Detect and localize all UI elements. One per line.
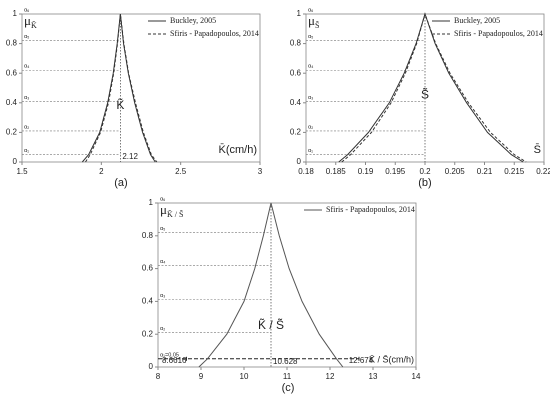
series-line: [198, 202, 344, 368]
y-axis-label-main: μ: [308, 13, 315, 28]
x-tick-label: 1.5: [16, 167, 28, 176]
x-tick-label: 0.2: [419, 167, 431, 176]
y-axis-label: μK̃ / S̃: [160, 202, 183, 219]
x-tick-label: 0.21: [477, 167, 493, 176]
y-tick-label: 1: [149, 198, 154, 207]
legend-label: Sfiris - Papadopoulos, 2014: [170, 29, 259, 38]
plot-frame: [21, 13, 261, 163]
alpha-label: α₄: [308, 64, 314, 70]
y-tick-label: 1: [13, 9, 18, 18]
caption: (c): [282, 382, 295, 394]
x-tick-label: 13: [369, 372, 378, 381]
x-tick-label: 8: [156, 372, 161, 381]
x-axis-label: K̄(cm/h): [219, 143, 258, 156]
alpha-label: α₃: [308, 95, 313, 101]
y-axis-label: μS̃: [308, 13, 319, 30]
alpha-label: α₆: [24, 7, 29, 13]
x-tick-label: 14: [412, 372, 421, 381]
y-tick-label: 0.8: [142, 231, 154, 240]
y-tick-label: 0.4: [290, 98, 302, 107]
peak-label: 2.12: [122, 152, 138, 161]
y-tick-label: 0.6: [6, 68, 18, 77]
alpha-label: α₂: [160, 326, 165, 332]
x-tick-label: 0.195: [385, 167, 406, 176]
legend-label: Sfiris - Papadopoulos, 2014: [454, 29, 543, 38]
x-axis-label: S̄: [534, 143, 541, 156]
y-tick-label: 0.6: [290, 68, 302, 77]
alpha-label: α₃: [24, 95, 29, 101]
y-axis-label-sub: K̃: [31, 20, 37, 30]
y-axis-label-sub: K̃ / S̃: [167, 209, 183, 219]
x-tick-label: 0.215: [504, 167, 525, 176]
x-tick-label: 3: [258, 167, 263, 176]
y-tick-label: 0.4: [142, 297, 154, 306]
alpha-label: α₄: [24, 64, 30, 70]
y-tick-label: 0.8: [6, 39, 18, 48]
y-tick-label: 0.4: [6, 98, 18, 107]
alpha-label: α₁=0.05: [160, 352, 179, 358]
x-tick-label: 0.19: [358, 167, 374, 176]
legend-label: Sfiris - Papadopoulos, 2014: [326, 205, 415, 214]
x-tick-label: 2.5: [175, 167, 187, 176]
alpha-label: α₂: [308, 124, 313, 130]
x-tick-label: 10: [240, 372, 249, 381]
y-tick-label: 1: [297, 9, 302, 18]
y-tick-label: 0: [13, 157, 18, 166]
y-axis-label: μK̃: [24, 13, 37, 30]
caption: (a): [114, 177, 127, 189]
x-tick-label: 0.205: [445, 167, 466, 176]
curve-label: K̃ / S̃: [258, 317, 284, 332]
alpha-label: α₅: [160, 226, 165, 232]
x-axis-label: K̄ / S̄(cm/h): [369, 354, 414, 364]
legend-label: Buckley, 2005: [454, 16, 500, 25]
legend-label: Buckley, 2005: [170, 16, 216, 25]
y-axis-label-main: μ: [160, 202, 167, 217]
y-tick-label: 0.2: [290, 128, 302, 137]
y-tick-label: 0.2: [142, 329, 154, 338]
x-tick-label: 0.22: [536, 167, 550, 176]
x-tick-label: 2: [99, 167, 104, 176]
alpha-label: α₂: [24, 124, 29, 130]
x-tick-label: 0.18: [298, 167, 314, 176]
y-tick-label: 0: [297, 157, 302, 166]
bound-label: 8.6616: [162, 356, 187, 365]
curve-label: K̃: [116, 97, 124, 112]
x-tick-label: 9: [199, 372, 204, 381]
peak-label: 10.628: [273, 357, 298, 366]
x-tick-label: 12: [326, 372, 335, 381]
alpha-label: α₁: [308, 148, 313, 154]
x-tick-label: 11: [283, 372, 292, 381]
alpha-label: α₅: [308, 34, 313, 40]
y-tick-label: 0.8: [290, 39, 302, 48]
y-tick-label: 0.6: [142, 264, 154, 273]
series-line: [81, 13, 156, 163]
alpha-label: α₆: [308, 7, 313, 13]
y-tick-label: 0: [149, 362, 154, 371]
x-tick-label: 0.185: [326, 167, 347, 176]
y-tick-label: 0.2: [6, 128, 18, 137]
alpha-label: α₆: [160, 196, 165, 202]
alpha-label: α₃: [160, 293, 165, 299]
y-axis-label-main: μ: [24, 13, 31, 28]
series-line: [341, 12, 527, 163]
alpha-label: α₅: [24, 34, 29, 40]
alpha-label: α₁: [24, 148, 29, 154]
caption: (b): [418, 177, 431, 189]
y-axis-label-sub: S̃: [315, 20, 319, 30]
alpha-label: α₄: [160, 259, 166, 265]
curve-label: S̃: [421, 87, 429, 102]
bound-label: 12.674: [349, 356, 374, 365]
plot-frame: [157, 202, 417, 368]
